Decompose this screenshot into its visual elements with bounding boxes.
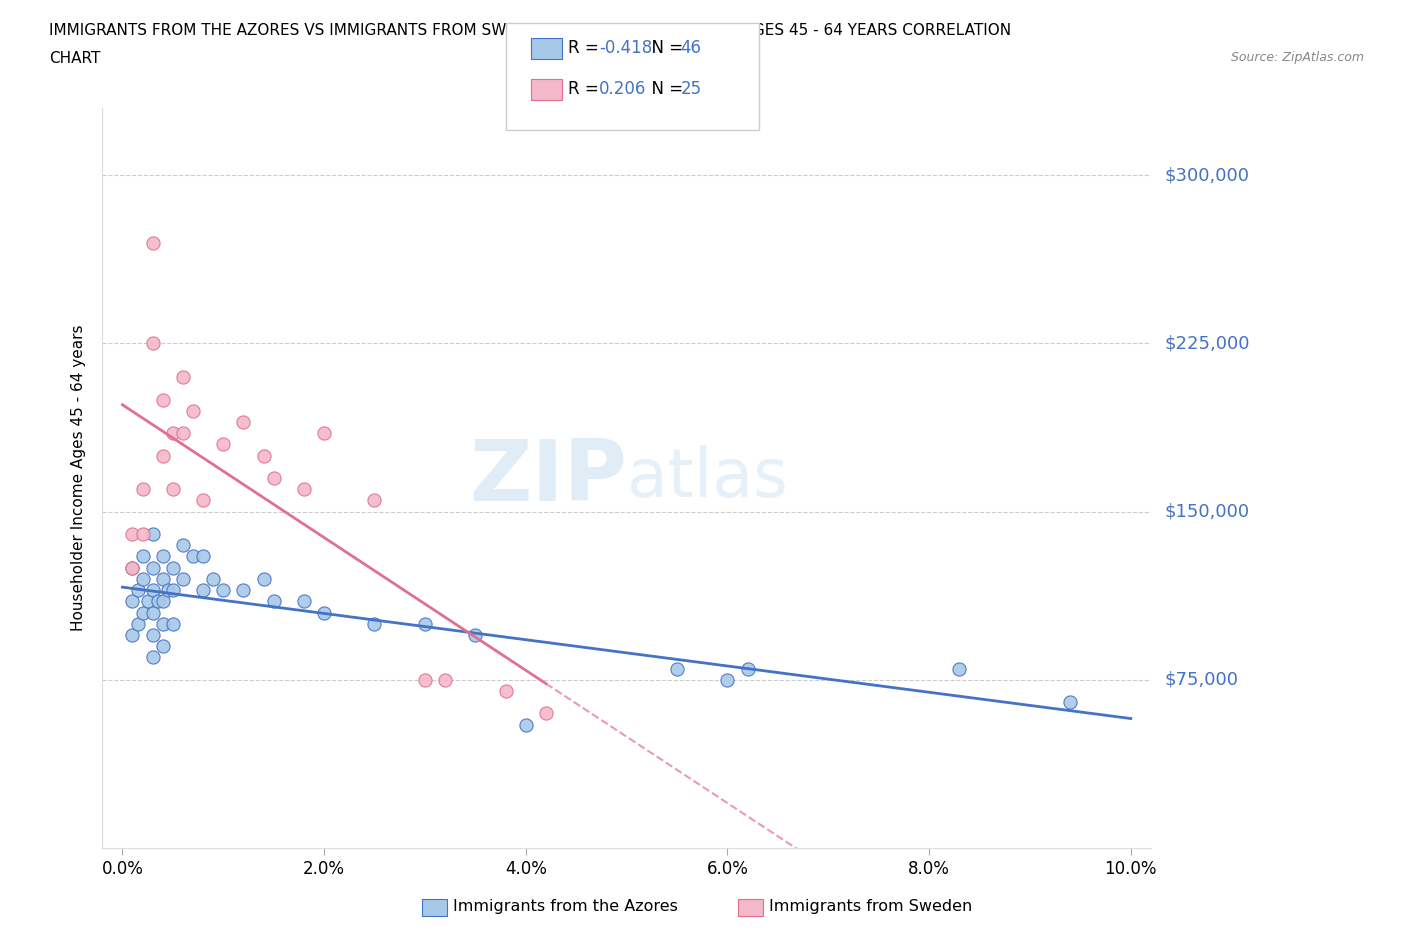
Point — [191, 583, 214, 598]
Point — [212, 437, 235, 452]
Point — [142, 336, 165, 351]
Point — [162, 426, 184, 441]
Text: $225,000: $225,000 — [1166, 335, 1250, 352]
Point — [191, 493, 214, 508]
Point — [252, 448, 274, 463]
Point — [737, 661, 759, 676]
Point — [131, 526, 153, 541]
Text: atlas: atlas — [627, 445, 787, 511]
Point — [127, 617, 149, 631]
Text: 25: 25 — [681, 80, 702, 99]
Point — [363, 617, 385, 631]
Text: 46: 46 — [681, 39, 702, 58]
Text: $75,000: $75,000 — [1166, 671, 1239, 689]
Point — [142, 650, 165, 665]
Point — [152, 448, 174, 463]
Point — [121, 560, 143, 575]
Point — [232, 415, 254, 430]
Point — [1059, 695, 1081, 710]
Text: ZIP: ZIP — [468, 436, 627, 520]
Point — [666, 661, 689, 676]
Point — [191, 549, 214, 564]
Text: N =: N = — [641, 39, 689, 58]
Text: 0.206: 0.206 — [599, 80, 647, 99]
Point — [413, 672, 436, 687]
Point — [263, 594, 285, 609]
Point — [948, 661, 970, 676]
Text: $150,000: $150,000 — [1166, 502, 1250, 521]
Point — [181, 549, 204, 564]
Point — [152, 571, 174, 586]
Point — [172, 571, 194, 586]
Point — [212, 583, 235, 598]
Text: Immigrants from Sweden: Immigrants from Sweden — [769, 899, 973, 914]
Point — [152, 392, 174, 407]
Text: Immigrants from the Azores: Immigrants from the Azores — [453, 899, 678, 914]
Point — [202, 571, 225, 586]
Point — [146, 594, 169, 609]
Point — [127, 583, 149, 598]
Text: -0.418: -0.418 — [599, 39, 652, 58]
Point — [312, 426, 335, 441]
Text: CHART: CHART — [49, 51, 101, 66]
Point — [495, 684, 517, 698]
Point — [434, 672, 457, 687]
Point — [131, 482, 153, 497]
Point — [142, 628, 165, 643]
Point — [131, 605, 153, 620]
Point — [464, 628, 486, 643]
Point — [121, 560, 143, 575]
Point — [142, 605, 165, 620]
Point — [152, 594, 174, 609]
Point — [162, 617, 184, 631]
Point — [131, 549, 153, 564]
Point — [172, 538, 194, 552]
Text: $300,000: $300,000 — [1166, 166, 1250, 184]
Point — [156, 583, 179, 598]
Point — [136, 594, 159, 609]
Point — [172, 426, 194, 441]
Point — [142, 235, 165, 250]
Text: R =: R = — [568, 80, 609, 99]
Point — [312, 605, 335, 620]
Point — [142, 583, 165, 598]
Point — [363, 493, 385, 508]
Point — [292, 482, 315, 497]
Point — [181, 404, 204, 418]
Point — [152, 549, 174, 564]
Text: Source: ZipAtlas.com: Source: ZipAtlas.com — [1230, 51, 1364, 64]
Point — [716, 672, 738, 687]
Point — [121, 594, 143, 609]
Point — [534, 706, 557, 721]
Point — [515, 717, 537, 732]
Point — [292, 594, 315, 609]
Text: N =: N = — [641, 80, 689, 99]
Point — [252, 571, 274, 586]
Point — [121, 628, 143, 643]
Point — [172, 369, 194, 384]
Point — [152, 639, 174, 654]
Point — [121, 526, 143, 541]
Text: R =: R = — [568, 39, 605, 58]
Point — [413, 617, 436, 631]
Point — [131, 571, 153, 586]
Point — [162, 482, 184, 497]
Point — [162, 583, 184, 598]
Point — [142, 526, 165, 541]
Point — [142, 560, 165, 575]
Point — [152, 617, 174, 631]
Point — [162, 560, 184, 575]
Point — [263, 471, 285, 485]
Text: IMMIGRANTS FROM THE AZORES VS IMMIGRANTS FROM SWEDEN HOUSEHOLDER INCOME AGES 45 : IMMIGRANTS FROM THE AZORES VS IMMIGRANTS… — [49, 23, 1011, 38]
Point — [232, 583, 254, 598]
Y-axis label: Householder Income Ages 45 - 64 years: Householder Income Ages 45 - 64 years — [72, 325, 86, 631]
